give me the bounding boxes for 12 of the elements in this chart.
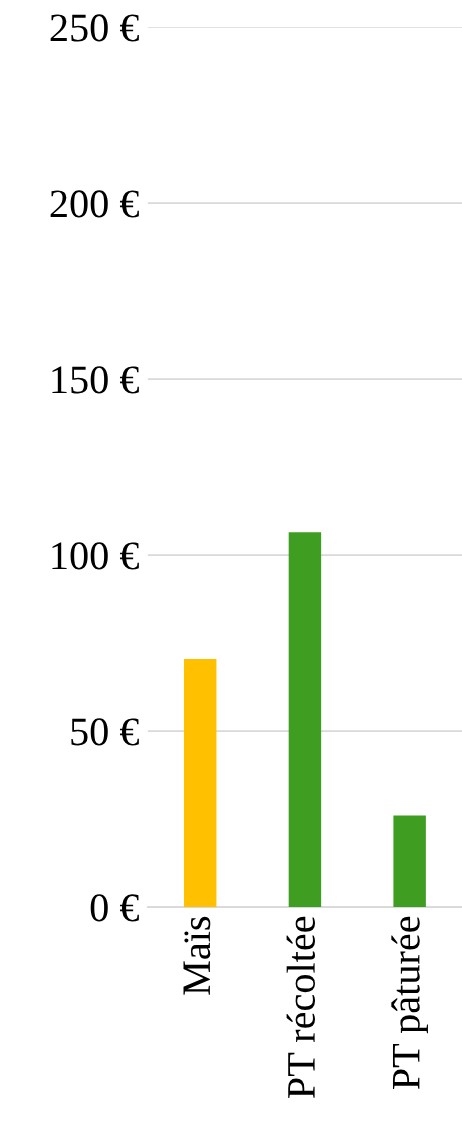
y-tick-label: 250 € xyxy=(50,14,139,42)
x-tick-label: PT récoltée xyxy=(286,916,315,1099)
bar xyxy=(183,658,217,908)
bar xyxy=(393,815,426,908)
x-tick-label: PT pâturée xyxy=(391,916,428,1090)
x-tick-label: Maïs xyxy=(183,916,211,995)
y-tick-label: 100 € xyxy=(52,542,139,570)
bar xyxy=(288,532,322,908)
y-tick-label: 50 € xyxy=(71,718,139,746)
y-tick-label: 200 € xyxy=(50,190,139,218)
y-tick-label: 0 € xyxy=(90,894,139,922)
y-tick-label: 150 € xyxy=(52,366,139,394)
